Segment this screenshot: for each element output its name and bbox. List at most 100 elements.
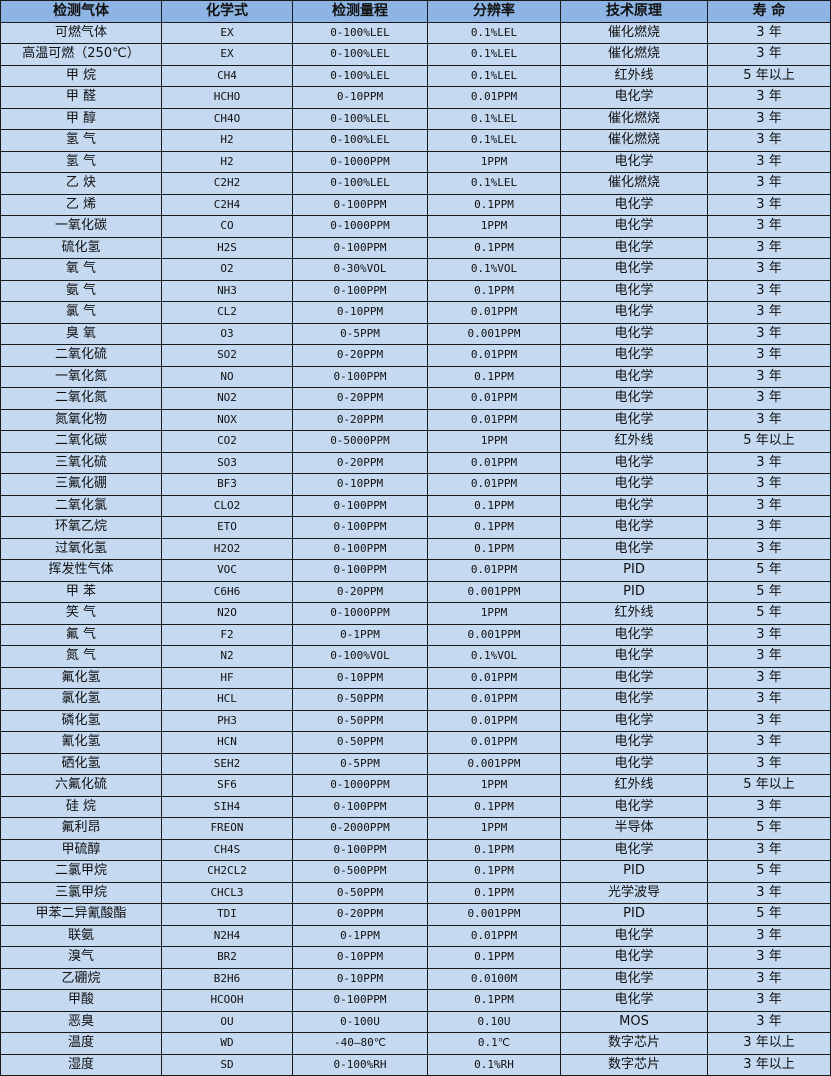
cell-range: 0-1000PPM [292,602,428,625]
cell-gas: 二氧化硫 [0,344,162,367]
cell-range: 0-100U [292,1010,428,1033]
cell-range: 0-100PPM [292,838,428,861]
cell-resolution: 0.1%LEL [427,107,561,130]
cell-principle: 电化学 [560,924,708,947]
table-row: 湿度 SD 0-100%RH 0.1%RH 数字芯片 3 年以上 [0,1053,831,1076]
cell-lifespan: 3 年 [707,473,831,496]
cell-resolution: 0.1PPM [427,516,561,539]
cell-resolution: 1PPM [427,150,561,173]
cell-range: 0-100%LEL [292,43,428,66]
cell-lifespan: 3 年 [707,322,831,345]
cell-gas: 乙 烯 [0,193,162,216]
table-row: 联氨 N2H4 0-1PPM 0.01PPM 电化学 3 年 [0,924,831,947]
cell-range: 0-10PPM [292,946,428,969]
cell-range: 0-100PPM [292,516,428,539]
cell-resolution: 0.0100M [427,967,561,990]
cell-gas: 甲 醇 [0,107,162,130]
cell-resolution: 0.01PPM [427,559,561,582]
cell-principle: 催化燃烧 [560,21,708,44]
header-resolution: 分辨率 [427,0,561,23]
cell-principle: 数字芯片 [560,1053,708,1076]
cell-formula: B2H6 [161,967,293,990]
cell-range: 0-10PPM [292,473,428,496]
cell-range: 0-50PPM [292,731,428,754]
cell-gas: 氯化氢 [0,688,162,711]
cell-formula: NO [161,365,293,388]
cell-lifespan: 5 年 [707,817,831,840]
cell-resolution: 0.1%VOL [427,645,561,668]
cell-gas: 氢 气 [0,129,162,152]
cell-resolution: 0.1PPM [427,838,561,861]
cell-lifespan: 3 年 [707,43,831,66]
cell-lifespan: 3 年 [707,387,831,410]
table-row: 硒化氢 SEH2 0-5PPM 0.001PPM 电化学 3 年 [0,752,831,775]
cell-formula: HCOOH [161,989,293,1012]
cell-formula: SO3 [161,451,293,474]
cell-resolution: 0.1PPM [427,881,561,904]
cell-gas: 二氧化碳 [0,430,162,453]
cell-formula: O2 [161,258,293,281]
cell-resolution: 0.1PPM [427,946,561,969]
cell-gas: 湿度 [0,1053,162,1076]
cell-lifespan: 3 年以上 [707,1053,831,1076]
cell-range: 0-500PPM [292,860,428,883]
table-body: 可燃气体 EX 0-100%LEL 0.1%LEL 催化燃烧 3 年高温可燃（250℃） E… [0,21,831,1076]
cell-formula: SO2 [161,344,293,367]
cell-range: 0-50PPM [292,709,428,732]
cell-lifespan: 3 年 [707,709,831,732]
table-row: 氢 气 H2 0-1000PPM 1PPM 电化学 3 年 [0,150,831,173]
header-lifespan: 寿 命 [707,0,831,23]
cell-principle: 数字芯片 [560,1032,708,1055]
cell-gas: 乙 炔 [0,172,162,195]
table-row: 挥发性气体 VOC 0-100PPM 0.01PPM PID 5 年 [0,559,831,582]
cell-range: 0-5PPM [292,322,428,345]
table-row: 乙 炔 C2H2 0-100%LEL 0.1%LEL 催化燃烧 3 年 [0,172,831,195]
table-row: 磷化氢 PH3 0-50PPM 0.01PPM 电化学 3 年 [0,709,831,732]
cell-gas: 二氧化氮 [0,387,162,410]
cell-resolution: 1PPM [427,430,561,453]
cell-lifespan: 5 年 [707,903,831,926]
table-row: 乙 烯 C2H4 0-100PPM 0.1PPM 电化学 3 年 [0,193,831,216]
cell-principle: 电化学 [560,408,708,431]
cell-principle: MOS [560,1010,708,1033]
cell-lifespan: 3 年 [707,365,831,388]
cell-principle: 电化学 [560,236,708,259]
cell-resolution: 0.1PPM [427,365,561,388]
cell-resolution: 0.1PPM [427,193,561,216]
cell-range: 0-100%LEL [292,107,428,130]
cell-principle: 电化学 [560,709,708,732]
cell-resolution: 0.001PPM [427,322,561,345]
cell-resolution: 0.1PPM [427,860,561,883]
cell-formula: NH3 [161,279,293,302]
cell-resolution: 0.01PPM [427,301,561,324]
cell-formula: BR2 [161,946,293,969]
cell-resolution: 0.001PPM [427,903,561,926]
cell-lifespan: 3 年 [707,129,831,152]
cell-range: 0-10PPM [292,666,428,689]
table-row: 氟 气 F2 0-1PPM 0.001PPM 电化学 3 年 [0,623,831,646]
cell-gas: 环氧乙烷 [0,516,162,539]
table-row: 甲 烷 CH4 0-100%LEL 0.1%LEL 红外线 5 年以上 [0,64,831,87]
table-row: 甲 醇 CH4O 0-100%LEL 0.1%LEL 催化燃烧 3 年 [0,107,831,130]
cell-gas: 乙硼烷 [0,967,162,990]
cell-resolution: 0.01PPM [427,451,561,474]
cell-formula: NOX [161,408,293,431]
cell-resolution: 0.1PPM [427,236,561,259]
table-row: 氧 气 O2 0-30%VOL 0.1%VOL 电化学 3 年 [0,258,831,281]
table-row: 环氧乙烷 ETO 0-100PPM 0.1PPM 电化学 3 年 [0,516,831,539]
cell-gas: 甲 醛 [0,86,162,109]
cell-lifespan: 5 年以上 [707,774,831,797]
table-row: 硫化氢 H2S 0-100PPM 0.1PPM 电化学 3 年 [0,236,831,259]
cell-formula: FREON [161,817,293,840]
cell-formula: OU [161,1010,293,1033]
cell-gas: 甲 苯 [0,580,162,603]
cell-range: 0-30%VOL [292,258,428,281]
cell-gas: 甲苯二异氰酸酯 [0,903,162,926]
cell-lifespan: 3 年 [707,752,831,775]
cell-formula: CHCL3 [161,881,293,904]
cell-principle: 电化学 [560,494,708,517]
cell-principle: 电化学 [560,666,708,689]
cell-principle: 电化学 [560,258,708,281]
cell-lifespan: 3 年 [707,731,831,754]
cell-principle: 电化学 [560,322,708,345]
